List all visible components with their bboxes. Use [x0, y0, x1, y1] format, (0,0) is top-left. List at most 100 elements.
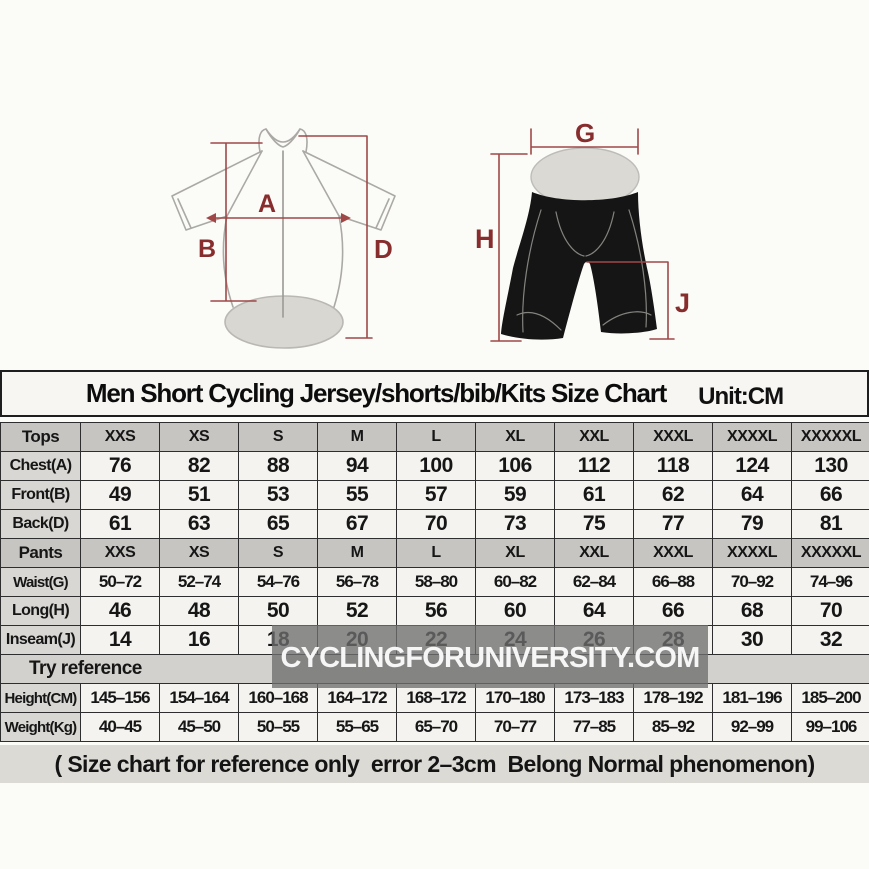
value-cell: 70–92 — [712, 567, 792, 597]
size-cell: XXL — [554, 422, 634, 452]
value-cell: 112 — [554, 451, 634, 481]
value-cell: 62 — [633, 480, 713, 510]
value-cell: 51 — [159, 480, 239, 510]
value-cell: 79 — [712, 509, 792, 539]
size-cell: XL — [475, 538, 555, 568]
shorts-measure-lines — [490, 128, 675, 342]
value-cell: 160–168 — [238, 683, 318, 713]
value-cell: 14 — [80, 625, 160, 655]
size-cell: XXL — [554, 538, 634, 568]
value-cell: 118 — [633, 451, 713, 481]
row-label-cell: Back(D) — [0, 509, 81, 539]
size-cell: XXXL — [633, 422, 713, 452]
watermark-text: CYCLINGFORUNIVERSITY.COM — [280, 642, 700, 674]
size-cell: S — [238, 538, 318, 568]
row-label-cell: Chest(A) — [0, 451, 81, 481]
value-cell: 48 — [159, 596, 239, 626]
table-row-front: Front(B) 49 51 53 55 57 59 61 62 64 66 — [0, 480, 869, 510]
value-cell: 170–180 — [475, 683, 555, 713]
value-cell: 56–78 — [317, 567, 397, 597]
value-cell: 70–77 — [475, 712, 555, 742]
value-cell: 64 — [712, 480, 792, 510]
value-cell: 45–50 — [159, 712, 239, 742]
value-cell: 65 — [238, 509, 318, 539]
value-cell: 61 — [554, 480, 634, 510]
value-cell: 66–88 — [633, 567, 713, 597]
row-label-cell: Weight(Kg) — [0, 712, 81, 742]
value-cell: 46 — [80, 596, 160, 626]
measure-label-d: D — [374, 234, 393, 264]
value-cell: 55 — [317, 480, 397, 510]
size-cell: XXXXL — [712, 538, 792, 568]
value-cell: 70 — [396, 509, 476, 539]
row-label-cell: Front(B) — [0, 480, 81, 510]
value-cell: 40–45 — [80, 712, 160, 742]
value-cell: 68 — [712, 596, 792, 626]
garment-diagram: A B D — [171, 118, 690, 349]
value-cell: 181–196 — [712, 683, 792, 713]
measure-label-a: A — [258, 190, 276, 218]
value-cell: 66 — [633, 596, 713, 626]
value-cell: 99–106 — [791, 712, 869, 742]
value-cell: 62–84 — [554, 567, 634, 597]
value-cell: 73 — [475, 509, 555, 539]
value-cell: 50 — [238, 596, 318, 626]
value-cell: 81 — [791, 509, 869, 539]
size-cell: XXS — [80, 422, 160, 452]
measure-label-j: J — [675, 288, 690, 318]
value-cell: 124 — [712, 451, 792, 481]
row-label-cell: Pants — [0, 538, 81, 568]
shorts-seams — [516, 209, 652, 333]
size-cell: L — [396, 538, 476, 568]
value-cell: 100 — [396, 451, 476, 481]
shorts-body — [501, 192, 657, 340]
footer-note: ( Size chart for reference only error 2–… — [54, 750, 815, 777]
value-cell: 59 — [475, 480, 555, 510]
size-cell: L — [396, 422, 476, 452]
value-cell: 185–200 — [791, 683, 869, 713]
value-cell: 65–70 — [396, 712, 476, 742]
value-cell: 92–99 — [712, 712, 792, 742]
row-label-cell: Long(H) — [0, 596, 81, 626]
value-cell: 30 — [712, 625, 792, 655]
value-cell: 106 — [475, 451, 555, 481]
value-cell: 173–183 — [554, 683, 634, 713]
chart-title: Men Short Cycling Jersey/shorts/bib/Kits… — [85, 378, 667, 408]
value-cell: 168–172 — [396, 683, 476, 713]
size-cell: XXS — [80, 538, 160, 568]
value-cell: 77–85 — [554, 712, 634, 742]
value-cell: 50–72 — [80, 567, 160, 597]
value-cell: 74–96 — [791, 567, 869, 597]
value-cell: 52 — [317, 596, 397, 626]
footer-note-band: ( Size chart for reference only error 2–… — [0, 745, 869, 783]
value-cell: 57 — [396, 480, 476, 510]
value-cell: 77 — [633, 509, 713, 539]
value-cell: 130 — [791, 451, 869, 481]
value-cell: 85–92 — [633, 712, 713, 742]
size-cell: M — [317, 538, 397, 568]
measure-label-g: G — [575, 118, 595, 148]
jersey-diagram: A B D — [171, 128, 396, 349]
row-label-cell: Tops — [0, 422, 81, 452]
value-cell: 154–164 — [159, 683, 239, 713]
value-cell: 63 — [159, 509, 239, 539]
watermark-band: CYCLINGFORUNIVERSITY.COM — [272, 625, 708, 688]
value-cell: 67 — [317, 509, 397, 539]
value-cell: 82 — [159, 451, 239, 481]
value-cell: 70 — [791, 596, 869, 626]
row-label-cell: Waist(G) — [0, 567, 81, 597]
row-label-cell: Inseam(J) — [0, 625, 81, 655]
size-cell: XS — [159, 422, 239, 452]
size-chart-sheet: Men Short Cycling Jersey/shorts/bib/Kits… — [0, 370, 869, 783]
value-cell: 64 — [554, 596, 634, 626]
value-cell: 88 — [238, 451, 318, 481]
table-row-weight: Weight(Kg) 40–45 45–50 50–55 55–65 65–70 70… — [0, 712, 869, 742]
value-cell: 52–74 — [159, 567, 239, 597]
table-row-back: Back(D) 61 63 65 67 70 73 75 77 79 81 — [0, 509, 869, 539]
size-chart-title-bar: Men Short Cycling Jersey/shorts/bib/Kits… — [0, 370, 869, 417]
unit-label: Unit:CM — [698, 382, 784, 410]
